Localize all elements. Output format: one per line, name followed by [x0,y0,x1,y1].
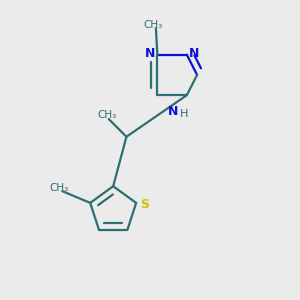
Text: CH₃: CH₃ [50,183,69,193]
Text: N: N [189,47,199,60]
Text: N: N [145,47,155,60]
Text: CH₃: CH₃ [143,20,163,30]
Text: H: H [180,109,188,119]
Text: N: N [168,105,178,118]
Text: CH₃: CH₃ [98,110,117,120]
Text: S: S [140,198,149,211]
